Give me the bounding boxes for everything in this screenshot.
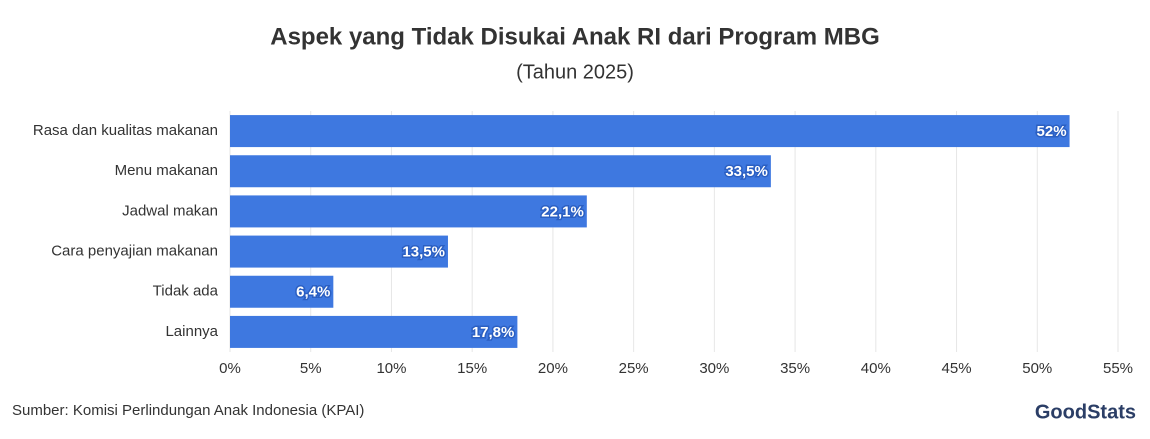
x-tick-label: 0% [219, 360, 241, 377]
x-tick-label: 35% [780, 360, 810, 377]
x-tick-label: 30% [699, 360, 729, 377]
value-label: 22,1% [541, 203, 584, 220]
x-tick-label: 20% [538, 360, 568, 377]
value-label: 13,5% [402, 244, 445, 261]
y-tick-label: Lainnya [165, 323, 218, 340]
bars: Rasa dan kualitas makanan 52% Menu makanan… [33, 115, 1070, 348]
brand-logo: GoodStats [1035, 401, 1136, 423]
x-tick-label: 15% [457, 360, 487, 377]
bar [230, 195, 587, 228]
x-tick-label: 10% [376, 360, 406, 377]
x-tick-label: 55% [1103, 360, 1133, 377]
y-tick-label: Menu makanan [115, 162, 218, 179]
value-label: 33,5% [725, 163, 768, 180]
bar [230, 115, 1070, 148]
chart-subtitle: (Tahun 2025) [516, 61, 634, 83]
y-tick-label: Cara penyajian makanan [51, 243, 218, 260]
source: Sumber: Komisi Perlindungan Anak Indones… [12, 402, 364, 419]
grid: 0% 5% 10% 15% 20% 25% 30% 35% 40% 45% 50% 55% [219, 111, 1133, 377]
chart-title: Aspek yang Tidak Disukai Anak RI dari Pr… [270, 23, 880, 50]
x-tick-label: 45% [942, 360, 972, 377]
y-tick-label: Rasa dan kualitas makanan [33, 122, 218, 139]
bar [230, 155, 771, 188]
bar [230, 315, 518, 348]
y-tick-label: Jadwal makan [122, 202, 218, 219]
y-tick-label: Tidak ada [153, 283, 219, 300]
value-label: 17,8% [472, 324, 515, 341]
x-tick-label: 25% [619, 360, 649, 377]
x-tick-label: 5% [300, 360, 322, 377]
bar [230, 275, 334, 308]
x-tick-label: 50% [1022, 360, 1052, 377]
x-tick-label: 40% [861, 360, 891, 377]
value-label: 6,4% [296, 284, 330, 301]
bar [230, 235, 448, 268]
value-label: 52% [1037, 123, 1067, 140]
